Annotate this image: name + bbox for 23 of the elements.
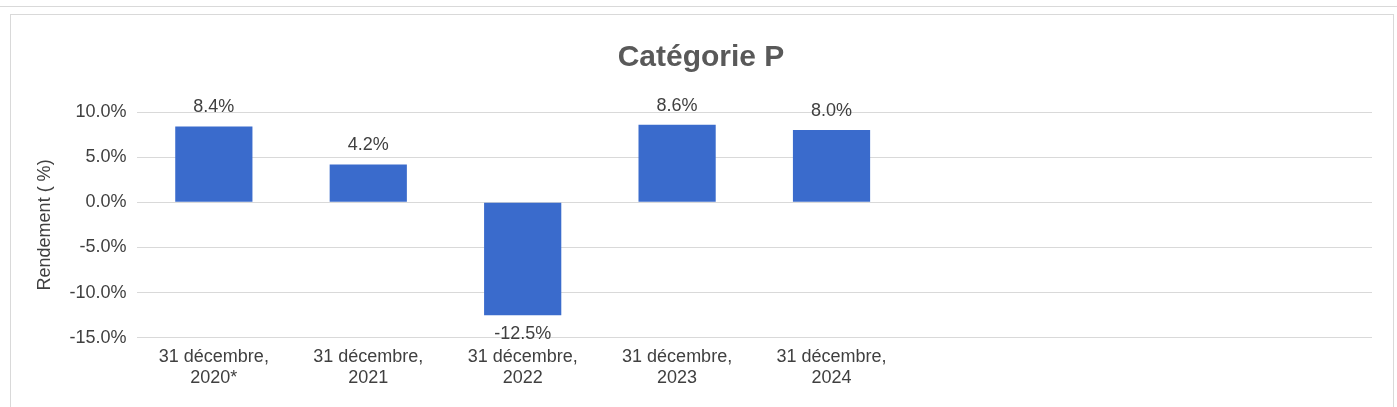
bar [638,124,716,202]
x-tick-label: 31 décembre, 2023 [622,345,733,388]
x-tick-label: 31 décembre, 2024 [776,345,887,388]
y-tick-label: -5.0% [79,236,127,257]
data-label: 8.6% [656,94,698,115]
y-tick-label: -15.0% [69,326,127,347]
y-tick-label: 5.0% [85,146,127,167]
x-tick-label: 31 décembre, 2020* [158,345,269,388]
bar [175,126,253,202]
y-tick-label: 0.0% [85,191,127,212]
bar [792,130,871,202]
bar [329,164,407,202]
x-tick-label: 31 décembre, 2022 [467,345,578,388]
y-tick-label: -10.0% [69,281,127,302]
bar [484,202,562,316]
y-tick-label: 10.0% [75,100,127,121]
data-label: -12.5% [494,323,552,344]
chart-title: Catégorie P [617,39,785,73]
data-label: 8.0% [811,100,853,121]
x-tick-label: 31 décembre, 2021 [313,345,424,388]
data-label: 4.2% [347,134,389,155]
y-axis-title: Rendement ( %) [33,159,54,291]
data-label: 8.4% [193,96,235,117]
